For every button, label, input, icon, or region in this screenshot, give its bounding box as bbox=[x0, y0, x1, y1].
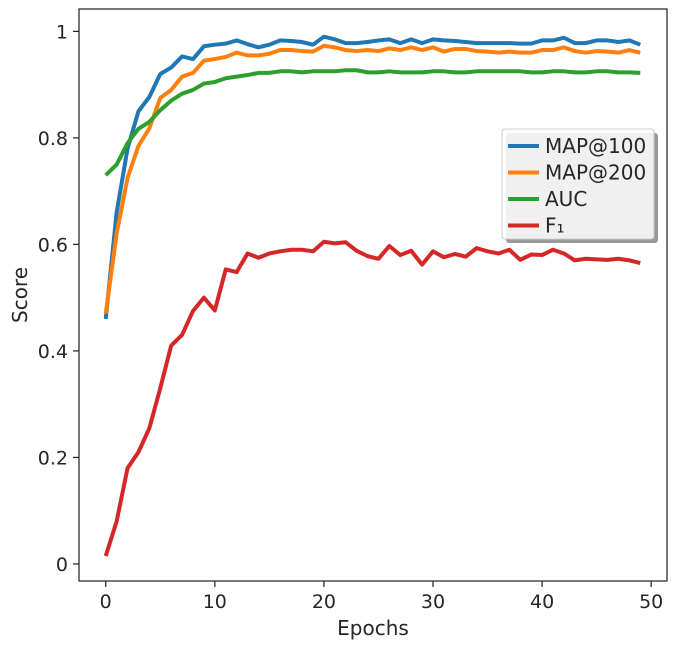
series-layer bbox=[103, 34, 641, 557]
x-tick-label: 10 bbox=[203, 591, 227, 613]
x-tick-label: 40 bbox=[530, 591, 554, 613]
y-tick-label: 0 bbox=[56, 554, 68, 576]
x-tick-label: 20 bbox=[312, 591, 336, 613]
series-line-1 bbox=[103, 43, 641, 314]
legend-label: MAP@100 bbox=[545, 134, 646, 158]
legend-label: F₁ bbox=[545, 214, 565, 238]
series-line-0 bbox=[103, 34, 641, 320]
y-tick-label: 1 bbox=[56, 21, 68, 43]
series-line-3 bbox=[103, 239, 641, 557]
series-line-2 bbox=[104, 68, 641, 177]
x-tick-label: 0 bbox=[100, 591, 112, 613]
x-tick-label: 50 bbox=[639, 591, 663, 613]
x-axis: 0 10 20 30 40 50 bbox=[100, 581, 663, 613]
y-tick-label: 0.2 bbox=[38, 447, 68, 469]
y-tick-label: 0.8 bbox=[38, 128, 68, 150]
y-tick-label: 0.4 bbox=[38, 341, 68, 363]
legend-label: MAP@200 bbox=[545, 161, 646, 185]
legend-box bbox=[501, 128, 655, 240]
y-axis: 0 0.2 0.4 0.6 0.8 1 bbox=[38, 21, 79, 576]
legend-label: AUC bbox=[545, 187, 587, 211]
x-tick-label: 30 bbox=[421, 591, 445, 613]
y-axis-title: Score bbox=[8, 267, 32, 323]
x-axis-title: Epochs bbox=[337, 616, 409, 640]
y-tick-label: 0.6 bbox=[38, 234, 68, 256]
plot-frame bbox=[78, 8, 668, 582]
